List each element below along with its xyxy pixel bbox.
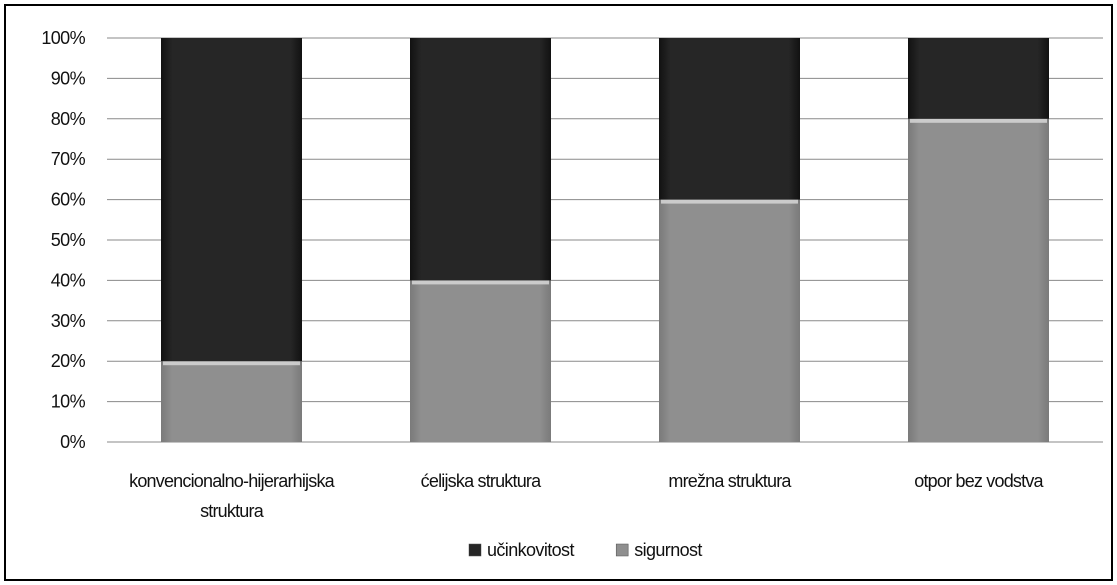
bar-bevel [412, 280, 549, 285]
x-category-label: konvencionalno-hijerarhijska [129, 471, 336, 491]
legend-swatch-sigurnost [615, 543, 629, 557]
y-tick-label: 90% [51, 68, 86, 88]
y-tick-label: 70% [51, 149, 86, 169]
bar-bevel [163, 361, 300, 366]
x-axis-category-labels: konvencionalno-hijerarhijska struktura ćel… [129, 471, 1045, 521]
bar-sigurnost [410, 280, 551, 442]
bar-učinkovitost [908, 38, 1049, 119]
x-category-label: otpor bez vodstva [914, 471, 1044, 491]
y-tick-label: 60% [51, 190, 86, 210]
x-category-label: struktura [200, 501, 265, 521]
y-tick-label: 10% [51, 392, 86, 412]
y-axis-tick-labels: 0% 10% 20% 30% 40% 50% 60% 70% 80% 90% 100% [41, 28, 86, 452]
bar-sigurnost [161, 361, 302, 442]
y-tick-label: 0% [60, 432, 85, 452]
bar-sigurnost [659, 199, 800, 442]
legend: učinkovitost sigurnost [468, 540, 703, 560]
bar-učinkovitost [659, 38, 800, 200]
bar-sigurnost [908, 118, 1049, 443]
bar-bevel [910, 118, 1047, 123]
legend-label-sigurnost: sigurnost [634, 540, 702, 560]
bar-učinkovitost [161, 38, 302, 362]
legend-label-učinkovitost: učinkovitost [487, 540, 574, 560]
x-category-label: ćelijska struktura [421, 471, 542, 491]
bar-bevel [661, 199, 798, 204]
legend-swatch-učinkovitost [468, 543, 482, 557]
y-tick-label: 80% [51, 109, 86, 129]
y-tick-label: 100% [41, 28, 85, 48]
bars [161, 38, 1049, 443]
y-tick-label: 40% [51, 270, 86, 290]
y-tick-label: 50% [51, 230, 86, 250]
bar-učinkovitost [410, 38, 551, 281]
y-tick-label: 20% [51, 351, 86, 371]
x-category-label: mrežna struktura [668, 471, 792, 491]
chart-frame: 0% 10% 20% 30% 40% 50% 60% 70% 80% 90% 100% konven… [4, 4, 1113, 581]
stacked-bar-chart: 0% 10% 20% 30% 40% 50% 60% 70% 80% 90% 100% konven… [41, 28, 1103, 560]
y-tick-label: 30% [51, 311, 86, 331]
